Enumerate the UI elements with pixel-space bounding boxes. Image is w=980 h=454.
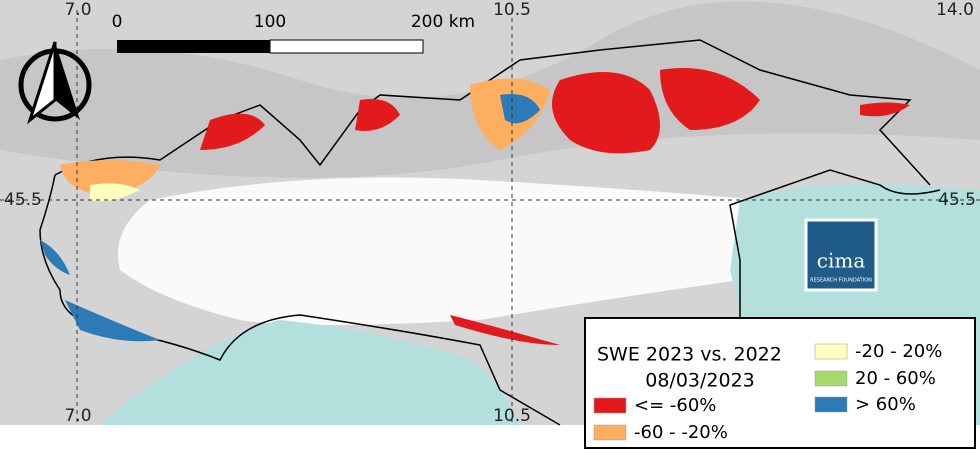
north-arrow	[18, 41, 92, 125]
ligurian-sea	[100, 320, 520, 425]
patch	[552, 72, 660, 154]
legend-label: <= -60%	[634, 395, 716, 416]
grid-label: 7.0	[64, 406, 91, 426]
logo-subtitle: RESEARCH FOUNDATION	[810, 278, 872, 284]
grid-label: 45.5	[938, 190, 976, 210]
patch	[60, 160, 160, 195]
legend-swatch	[593, 397, 627, 414]
grid-label: 7.0	[64, 0, 91, 20]
legend-label: -20 - 20%	[855, 341, 942, 362]
legend-swatch	[593, 424, 627, 441]
grid-label: 45.5	[4, 190, 42, 210]
patch	[200, 113, 265, 150]
legend-label: 20 - 60%	[855, 368, 936, 389]
legend-swatch	[814, 396, 848, 413]
grid-label: 10.5	[493, 406, 531, 426]
patch	[40, 240, 70, 275]
patch	[500, 94, 540, 124]
swe-patches	[40, 68, 910, 345]
patch	[65, 300, 160, 342]
legend-swatch	[814, 343, 848, 360]
patch	[860, 102, 910, 117]
legend-label: > 60%	[855, 394, 916, 415]
legend-title: SWE 2023 vs. 2022	[597, 344, 782, 366]
po-valley	[118, 177, 760, 325]
patch	[450, 315, 560, 345]
scale-label: 0	[112, 12, 123, 32]
legend-label: -60 - -20%	[634, 422, 728, 443]
scale-label: 100	[254, 12, 286, 32]
logo-name: cima	[817, 249, 866, 273]
legend: SWE 2023 vs. 2022 08/03/2023 <= -60% -60 …	[584, 317, 976, 449]
patch	[660, 68, 760, 130]
legend-date: 08/03/2023	[645, 370, 755, 392]
logo: cima RESEARCH FOUNDATION	[804, 218, 878, 292]
legend-swatch	[814, 370, 848, 387]
grid-label: 10.5	[493, 0, 531, 20]
patch	[355, 99, 400, 131]
grid-label: 14.0	[936, 0, 974, 20]
patch	[90, 183, 140, 202]
scale-label: 200 km	[411, 12, 475, 32]
scale-bar: 0 100 200 km	[112, 12, 475, 54]
